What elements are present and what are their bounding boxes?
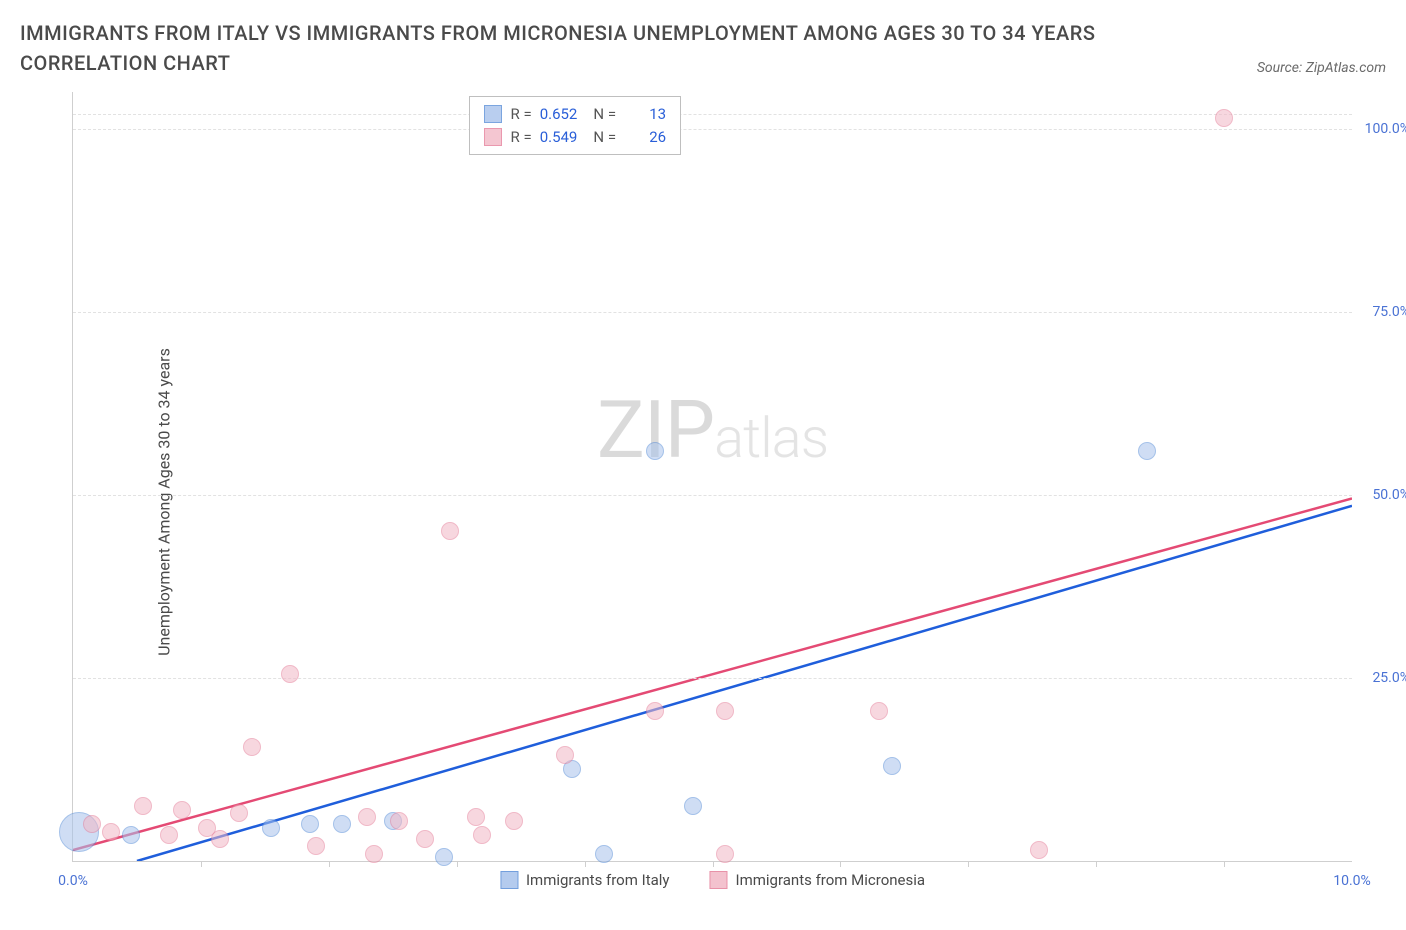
data-point-micronesia [358, 808, 376, 826]
watermark-left: ZIP [597, 383, 714, 477]
gridline [73, 495, 1352, 496]
stat-r-label: R = [510, 126, 531, 149]
trendline-micronesia [73, 498, 1352, 850]
x-tick-label: 10.0% [1333, 873, 1371, 889]
stats-legend-row-micronesia: R = 0.549 N = 26 [484, 126, 666, 149]
data-point-micronesia [134, 797, 152, 815]
chart-container: Unemployment Among Ages 30 to 34 years Z… [20, 92, 1390, 912]
legend-swatch [484, 128, 502, 146]
x-minor-tick [457, 861, 458, 867]
watermark: ZIPatlas [597, 383, 828, 477]
data-point-micronesia [243, 738, 261, 756]
y-tick-label: 50.0% [1372, 487, 1406, 503]
x-minor-tick [840, 861, 841, 867]
data-point-micronesia [83, 815, 101, 833]
plot-area: ZIPatlas 25.0%50.0%75.0%100.0%0.0%10.0%R… [72, 92, 1352, 862]
data-point-italy [883, 757, 901, 775]
data-point-micronesia [390, 812, 408, 830]
data-point-micronesia [416, 830, 434, 848]
x-minor-tick [201, 861, 202, 867]
gridline [73, 129, 1352, 130]
series-legend-item-micronesia: Immigrants from Micronesia [710, 871, 926, 889]
source-prefix: Source: [1257, 60, 1306, 76]
gridline [73, 114, 1352, 115]
stat-n-label: N = [590, 126, 616, 149]
stat-r-value: 0.652 [540, 103, 582, 126]
data-point-italy [595, 845, 613, 863]
data-point-micronesia [160, 826, 178, 844]
y-tick-label: 100.0% [1365, 121, 1406, 137]
data-point-micronesia [870, 702, 888, 720]
y-tick-label: 25.0% [1372, 670, 1406, 686]
source-attribution: Source: ZipAtlas.com [1257, 60, 1386, 76]
trendlines-layer [73, 92, 1352, 861]
data-point-italy [301, 815, 319, 833]
stat-n-label: N = [590, 103, 616, 126]
x-minor-tick [968, 861, 969, 867]
data-point-micronesia [467, 808, 485, 826]
data-point-micronesia [1215, 109, 1233, 127]
data-point-micronesia [307, 837, 325, 855]
stat-r-value: 0.549 [540, 126, 582, 149]
x-minor-tick [1096, 861, 1097, 867]
x-minor-tick [1224, 861, 1225, 867]
data-point-micronesia [505, 812, 523, 830]
chart-title: IMMIGRANTS FROM ITALY VS IMMIGRANTS FROM… [20, 18, 1120, 78]
series-name: Immigrants from Italy [526, 871, 670, 889]
data-point-micronesia [556, 746, 574, 764]
stat-n-value: 13 [624, 103, 666, 126]
data-point-micronesia [281, 665, 299, 683]
data-point-micronesia [441, 522, 459, 540]
stat-r-label: R = [510, 103, 531, 126]
data-point-micronesia [1030, 841, 1048, 859]
source-name: ZipAtlas.com [1306, 60, 1386, 76]
gridline [73, 678, 1352, 679]
x-minor-tick [329, 861, 330, 867]
stat-n-value: 26 [624, 126, 666, 149]
y-tick-label: 75.0% [1372, 304, 1406, 320]
stats-legend: R = 0.652 N = 13 R = 0.549 N = 26 [469, 96, 681, 155]
data-point-micronesia [173, 801, 191, 819]
data-point-italy [435, 848, 453, 866]
data-point-micronesia [211, 830, 229, 848]
data-point-italy [333, 815, 351, 833]
legend-swatch [500, 871, 518, 889]
data-point-micronesia [102, 823, 120, 841]
data-point-micronesia [473, 826, 491, 844]
series-legend-item-italy: Immigrants from Italy [500, 871, 670, 889]
trendline-italy [137, 506, 1352, 861]
data-point-micronesia [365, 845, 383, 863]
data-point-italy [1138, 442, 1156, 460]
data-point-micronesia [716, 845, 734, 863]
x-minor-tick [585, 861, 586, 867]
legend-swatch [484, 105, 502, 123]
data-point-italy [122, 826, 140, 844]
series-name: Immigrants from Micronesia [736, 871, 926, 889]
x-tick-label: 0.0% [58, 873, 88, 889]
data-point-italy [646, 442, 664, 460]
data-point-italy [262, 819, 280, 837]
data-point-micronesia [646, 702, 664, 720]
stats-legend-row-italy: R = 0.652 N = 13 [484, 103, 666, 126]
x-minor-tick [713, 861, 714, 867]
header: IMMIGRANTS FROM ITALY VS IMMIGRANTS FROM… [0, 0, 1406, 78]
series-legend: Immigrants from Italy Immigrants from Mic… [500, 871, 925, 889]
data-point-micronesia [230, 804, 248, 822]
data-point-micronesia [716, 702, 734, 720]
gridline [73, 312, 1352, 313]
data-point-italy [684, 797, 702, 815]
legend-swatch [710, 871, 728, 889]
watermark-right: atlas [714, 405, 828, 471]
